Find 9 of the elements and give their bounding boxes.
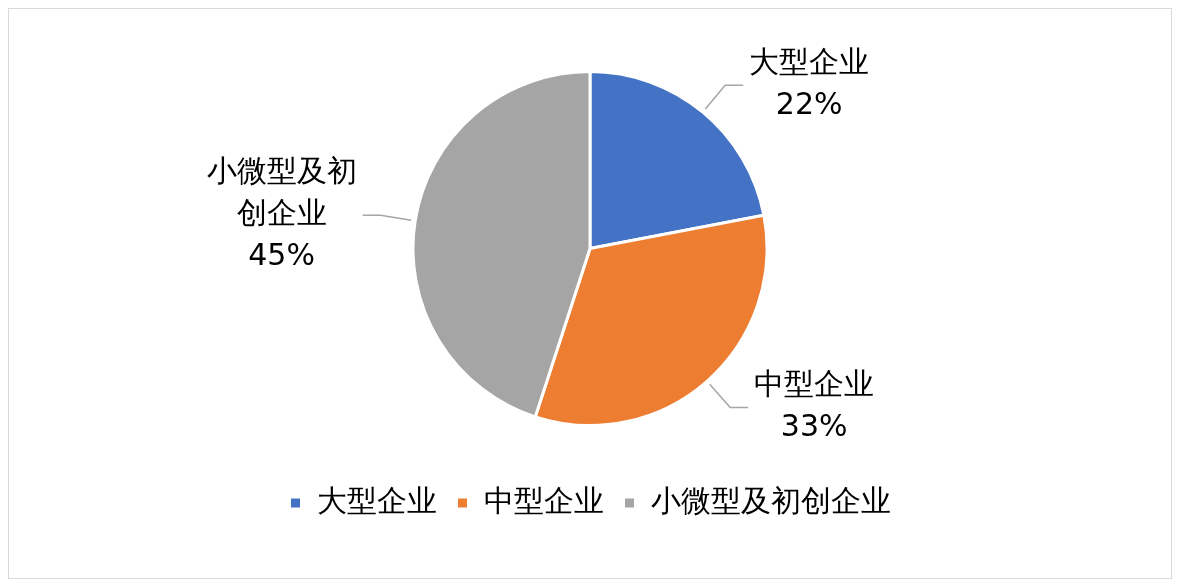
data-label: 22% [775,85,843,121]
slice-label: 小微型及初创企业 [206,153,357,231]
legend-label: 中型企业 [483,482,604,518]
legend-label: 大型企业 [316,482,437,518]
slice-label: 大型企业 [749,43,870,79]
data-label: 45% [248,237,315,273]
slice-label: 中型企业 [754,366,875,402]
data-label: 33% [780,408,848,444]
legend-label: 小微型及初创企业 [650,482,891,518]
